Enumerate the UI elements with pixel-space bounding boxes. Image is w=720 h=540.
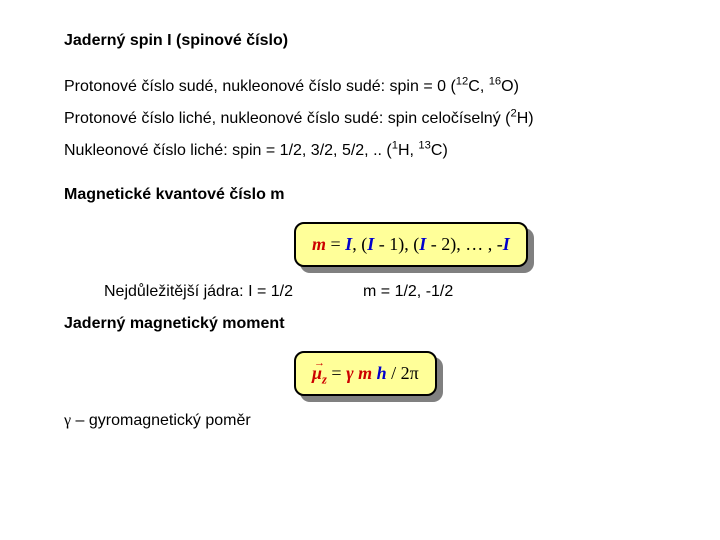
iso-h1: H [398,142,410,159]
rule1-prefix: Protonové číslo sudé, nukleonové číslo s… [64,78,456,95]
f1-t3: - 2), … , - [426,234,502,254]
f1-c1: , ( [352,234,367,254]
footnote-text: – gyromagnetický poměr [71,412,251,429]
f2-h: h [377,363,387,383]
iso-12: 12 [456,76,468,88]
mu-vector: μz → [312,363,327,384]
important-nuclei-right: m = 1/2, -1/2 [363,283,453,301]
rule1-suffix: ) [514,78,519,95]
important-nuclei-row: Nejdůležitější jádra: I = 1/2 m = 1/2, -… [64,283,656,301]
formula-m-box: m = I, (I - 1), (I - 2), … , -I [294,222,528,267]
rule3-suffix: ) [442,142,447,159]
iso-c13: C [431,142,443,159]
rule-odd-even: Protonové číslo liché, nukleonové číslo … [64,110,656,128]
gyromagnetic-footnote: γ – gyromagnetický poměr [64,412,656,430]
f1-t2: - 1), ( [374,234,419,254]
iso-c: C [468,78,480,95]
heading-magnetic-moment: Jaderný magnetický moment [64,315,656,333]
rule-even-even: Protonové číslo sudé, nukleonové číslo s… [64,78,656,96]
formula-mu-shadow: μz → = γ m h / 2π [294,351,437,396]
heading-magnetic-quantum: Magnetické kvantové číslo m [64,186,656,204]
f1-I4: I [503,234,510,254]
vector-arrow-icon: → [314,357,325,369]
f2-pi: π [410,363,419,383]
f2-m: m [358,363,372,383]
f2-muz: z [322,373,327,387]
formula-mu-box: μz → = γ m h / 2π [294,351,437,396]
f2-over: / 2 [387,363,410,383]
rule2-suffix: ) [528,110,533,127]
rule1-sep: , [480,78,489,95]
iso-o: O [501,78,513,95]
f1-m: m [312,234,326,254]
heading-spin: Jaderný spin I (spinové číslo) [64,32,656,50]
rule-odd-nucleon: Nukleonové číslo liché: spin = 1/2, 3/2,… [64,142,656,160]
iso-16: 16 [489,76,501,88]
important-nuclei-left: Nejdůležitější jádra: I = 1/2 [104,283,293,301]
iso-13: 13 [418,140,430,152]
f2-gamma: γ [346,363,354,383]
f1-eq: = [326,234,345,254]
rule3-prefix: Nukleonové číslo liché: spin = 1/2, 3/2,… [64,142,392,159]
formula-mu-row: μz → = γ m h / 2π [64,351,656,396]
formula-m-row: m = I, (I - 1), (I - 2), … , -I [64,222,656,267]
f2-eq: = [327,363,346,383]
iso-h2: H [517,110,529,127]
rule2-prefix: Protonové číslo liché, nukleonové číslo … [64,110,510,127]
formula-m-shadow: m = I, (I - 1), (I - 2), … , -I [294,222,528,267]
